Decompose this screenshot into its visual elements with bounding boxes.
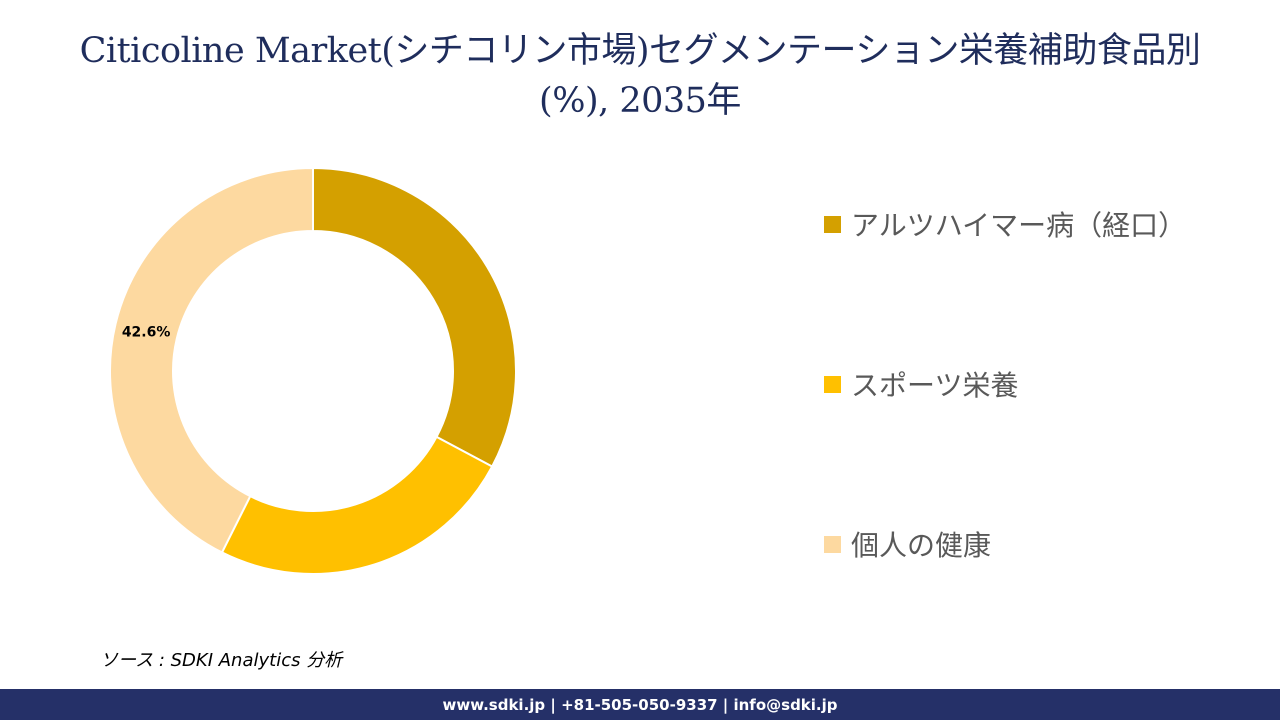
chart-title-line-2: (%), 2035年 bbox=[539, 81, 741, 121]
footer-bar: www.sdki.jp | +81-505-050-9337 | info@sd… bbox=[0, 689, 1280, 720]
chart-title: Citicoline Market(シチコリン市場)セグメンテーション栄養補助食… bbox=[40, 26, 1240, 126]
legend-label-2: スポーツ栄養 bbox=[851, 369, 1019, 402]
legend-swatch-3 bbox=[824, 535, 841, 553]
footer-contact: www.sdki.jp | +81-505-050-9337 | info@sd… bbox=[442, 695, 838, 714]
legend-swatch-1 bbox=[824, 215, 841, 233]
legend-item-2: スポーツ栄養 bbox=[824, 354, 1018, 414]
legend-label-1: アルツハイマー病（経口） bbox=[851, 209, 1187, 242]
donut-chart: 42.6% bbox=[100, 158, 530, 588]
data-label-3: 42.6% bbox=[122, 324, 171, 340]
legend-item-1: アルツハイマー病（経口） bbox=[824, 194, 1186, 254]
legend-item-3: 個人の健康 bbox=[824, 514, 991, 574]
legend-swatch-2 bbox=[824, 375, 841, 393]
donut-slice-1 bbox=[312, 166, 517, 468]
legend-label-3: 個人の健康 bbox=[851, 529, 992, 562]
chart-title-line-1: Citicoline Market(シチコリン市場)セグメンテーション栄養補助食… bbox=[79, 31, 1201, 71]
source-note: ソース : SDKI Analytics 分析 bbox=[100, 650, 343, 671]
donut-chart-svg: 42.6% bbox=[108, 166, 517, 575]
donut-slice-3 bbox=[108, 166, 314, 554]
donut-slice-2 bbox=[220, 435, 494, 575]
